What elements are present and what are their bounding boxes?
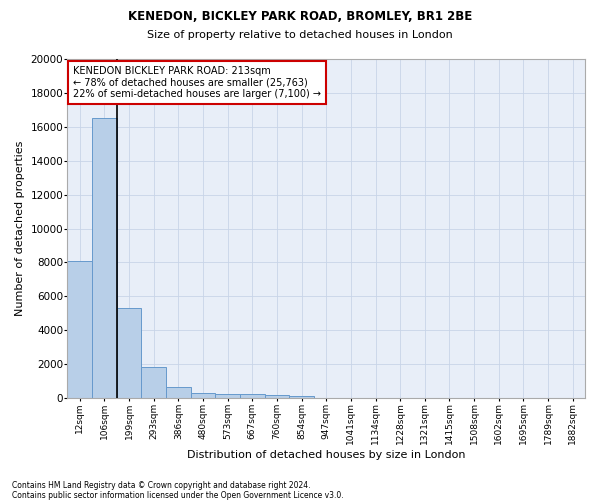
Text: Contains HM Land Registry data © Crown copyright and database right 2024.: Contains HM Land Registry data © Crown c… <box>12 480 311 490</box>
Bar <box>67 261 92 398</box>
Text: KENEDON, BICKLEY PARK ROAD, BROMLEY, BR1 2BE: KENEDON, BICKLEY PARK ROAD, BROMLEY, BR1… <box>128 10 472 23</box>
Bar <box>240 394 265 398</box>
Bar <box>265 395 289 398</box>
Bar <box>117 308 142 398</box>
Y-axis label: Number of detached properties: Number of detached properties <box>15 141 25 316</box>
Text: Size of property relative to detached houses in London: Size of property relative to detached ho… <box>147 30 453 40</box>
Text: Contains public sector information licensed under the Open Government Licence v3: Contains public sector information licen… <box>12 490 344 500</box>
Bar <box>166 387 191 398</box>
Text: KENEDON BICKLEY PARK ROAD: 213sqm
← 78% of detached houses are smaller (25,763)
: KENEDON BICKLEY PARK ROAD: 213sqm ← 78% … <box>73 66 320 99</box>
Bar <box>92 118 117 398</box>
Bar <box>289 396 314 398</box>
Bar <box>215 394 240 398</box>
X-axis label: Distribution of detached houses by size in London: Distribution of detached houses by size … <box>187 450 466 460</box>
Bar <box>191 392 215 398</box>
Bar <box>142 367 166 398</box>
